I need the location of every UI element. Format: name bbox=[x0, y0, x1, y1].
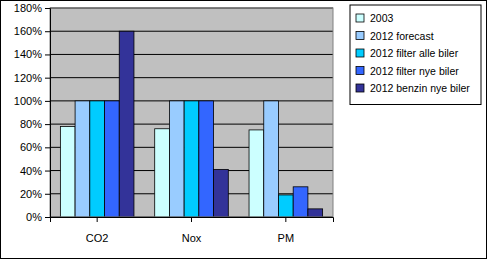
y-tick-label: 120% bbox=[14, 72, 42, 84]
y-tick: 80% bbox=[20, 118, 50, 130]
chart: 0% 20% 40% 60% 80% 100% 120% 140% 160% 180% CO2 Nox… bbox=[0, 0, 487, 259]
y-tick-mark bbox=[45, 101, 50, 102]
legend: 2003 2012 forecast 2012 filter alle biler 2… bbox=[350, 5, 481, 105]
x-tick: Nox bbox=[182, 217, 202, 244]
bar bbox=[119, 31, 134, 217]
bar-series bbox=[105, 101, 308, 217]
x-axis: CO2 Nox PM bbox=[51, 217, 334, 244]
y-axis-line bbox=[45, 9, 51, 218]
y-tick-label: 0% bbox=[26, 211, 42, 223]
bar bbox=[155, 129, 170, 217]
bar bbox=[278, 195, 293, 217]
plot: 0% 20% 40% 60% 80% 100% 120% 140% 160% 180% CO2 Nox… bbox=[14, 2, 334, 244]
legend-swatch bbox=[356, 67, 364, 75]
bars bbox=[60, 31, 322, 217]
x-tick-mark bbox=[97, 217, 98, 222]
legend-entry: 2012 benzin nye biler bbox=[356, 82, 470, 94]
legend-entry: 2012 forecast bbox=[356, 30, 434, 42]
grid-line bbox=[50, 31, 333, 32]
legend-entry: 2012 filter nye biler bbox=[356, 65, 459, 77]
y-tick: 40% bbox=[20, 165, 50, 177]
bar bbox=[184, 101, 199, 217]
y-tick-mark bbox=[45, 171, 50, 172]
y-tick: 20% bbox=[20, 188, 50, 200]
y-tick-label: 160% bbox=[14, 25, 42, 37]
legend-label: 2012 filter nye biler bbox=[370, 65, 459, 77]
y-tick-mark bbox=[45, 194, 50, 195]
y-tick-label: 180% bbox=[14, 2, 42, 14]
legend-swatch bbox=[356, 14, 364, 22]
grid-line bbox=[50, 77, 333, 78]
bar bbox=[214, 169, 229, 217]
chart-frame bbox=[1, 1, 487, 259]
grid-line bbox=[50, 54, 333, 55]
y-tick-label: 100% bbox=[14, 95, 42, 107]
y-tick-mark bbox=[45, 147, 50, 148]
legend-entry: 2003 bbox=[356, 12, 394, 24]
y-tick: 140% bbox=[14, 48, 50, 60]
y-tick: 0% bbox=[26, 211, 50, 223]
y-tick-label: 80% bbox=[20, 118, 42, 130]
x-tick-label: Nox bbox=[182, 232, 202, 244]
legend-swatch bbox=[356, 84, 364, 92]
y-tick-mark bbox=[45, 8, 50, 9]
x-tick-label: PM bbox=[278, 232, 295, 244]
legend-swatch bbox=[356, 49, 364, 57]
y-tick-mark bbox=[45, 31, 50, 32]
y-tick-mark bbox=[45, 78, 50, 79]
grid bbox=[50, 8, 333, 217]
x-tick-mark bbox=[285, 217, 286, 222]
x-tick: PM bbox=[278, 217, 295, 244]
y-tick-mark bbox=[45, 217, 50, 218]
bar bbox=[264, 101, 279, 217]
y-axis: 0% 20% 40% 60% 80% 100% 120% 140% 160% 180% bbox=[14, 2, 51, 223]
plot-frame bbox=[50, 8, 333, 217]
y-tick: 180% bbox=[14, 2, 50, 14]
y-tick-mark bbox=[45, 54, 50, 55]
legend-swatch bbox=[356, 32, 364, 40]
legend-label: 2012 forecast bbox=[370, 30, 434, 42]
legend-frame bbox=[350, 5, 481, 105]
plot-background bbox=[50, 8, 333, 217]
bar bbox=[169, 101, 184, 217]
bar bbox=[308, 209, 323, 217]
bar bbox=[199, 101, 214, 217]
x-tick: CO2 bbox=[86, 217, 109, 244]
x-axis-line bbox=[51, 218, 334, 223]
bar bbox=[105, 101, 120, 217]
legend-entry: 2012 filter alle biler bbox=[356, 47, 459, 59]
bar-series bbox=[119, 31, 322, 217]
x-tick-label: CO2 bbox=[86, 232, 109, 244]
y-tick-mark bbox=[45, 124, 50, 125]
y-tick-label: 60% bbox=[20, 141, 42, 153]
bar bbox=[75, 101, 90, 217]
legend-label: 2012 filter alle biler bbox=[370, 47, 459, 59]
legend-label: 2012 benzin nye biler bbox=[370, 82, 470, 94]
y-tick-label: 140% bbox=[14, 48, 42, 60]
bar bbox=[60, 126, 75, 217]
y-tick-label: 40% bbox=[20, 165, 42, 177]
y-tick: 160% bbox=[14, 25, 50, 37]
bar-series bbox=[75, 101, 278, 217]
bar bbox=[293, 187, 308, 217]
y-tick: 100% bbox=[14, 95, 50, 107]
x-tick-mark bbox=[191, 217, 192, 222]
bar bbox=[249, 130, 264, 217]
y-tick: 120% bbox=[14, 72, 50, 84]
y-tick-label: 20% bbox=[20, 188, 42, 200]
bar bbox=[90, 101, 105, 217]
y-tick: 60% bbox=[20, 141, 50, 153]
legend-label: 2003 bbox=[370, 12, 394, 24]
